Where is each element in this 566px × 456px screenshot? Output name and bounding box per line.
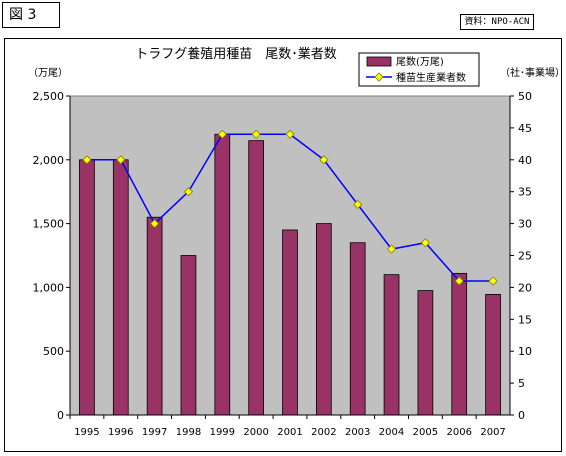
y-left-tick-label: 0 (57, 409, 64, 422)
bar-2002 (315, 223, 332, 416)
legend-bar-swatch (366, 56, 392, 67)
point-1995 (82, 155, 92, 165)
point-1998 (183, 187, 194, 197)
x-tick-label: 1996 (108, 427, 133, 438)
y-left-tick-label: 2,000 (33, 154, 65, 167)
y-right-tick-label: 5 (518, 377, 525, 390)
y-right-tick-label: 0 (518, 409, 525, 422)
point-1996 (116, 155, 126, 165)
y-right-tick-label: 10 (518, 345, 532, 358)
bar-1997 (146, 216, 163, 416)
bar-2001 (282, 229, 298, 416)
point-1999 (217, 129, 227, 139)
bar-2006 (451, 272, 468, 416)
y-right-tick-label: 40 (518, 154, 532, 167)
point-2004 (386, 244, 397, 254)
bar-2000 (248, 140, 264, 416)
y-left-tick-label: 1,000 (33, 281, 65, 294)
point-2007 (488, 276, 498, 286)
source-label: 資料：NPO-ACN (460, 14, 534, 30)
x-tick-label: 2001 (277, 427, 302, 438)
point-2001 (285, 129, 295, 139)
y-right-tick-label: 30 (518, 218, 532, 231)
y-axis-right-label: （社･事業場） (500, 66, 565, 79)
bar-2004 (383, 274, 400, 416)
x-tick-label: 2006 (447, 427, 472, 438)
y-right-tick-label: 20 (518, 281, 532, 294)
y-right-tick-label: 45 (518, 122, 532, 135)
y-right-tick-label: 50 (518, 90, 532, 103)
bar-1999 (214, 133, 231, 416)
legend-bar-label: 尾数(万尾) (396, 55, 444, 68)
legend: 尾数(万尾) 種苗生産業者数 (358, 52, 480, 87)
x-tick-label: 1998 (176, 427, 201, 438)
point-2002 (319, 155, 329, 165)
x-tick-label: 2007 (480, 427, 505, 438)
point-2005 (420, 238, 430, 248)
figure-label: 図 3 (2, 2, 60, 28)
x-tick-label: 2003 (345, 427, 370, 438)
x-tick-label: 1999 (210, 427, 235, 438)
point-2006 (454, 276, 464, 286)
x-tick-label: 1995 (74, 427, 99, 438)
bar-2003 (349, 242, 366, 416)
x-tick-label: 2004 (379, 427, 404, 438)
x-tick-label: 2005 (413, 427, 438, 438)
y-right-tick-label: 35 (518, 186, 532, 199)
chart-frame (4, 38, 562, 452)
y-right-tick-label: 25 (518, 250, 532, 263)
bar-1995 (79, 159, 95, 416)
bar-1998 (180, 255, 197, 416)
point-2000 (251, 129, 261, 139)
chart-title: トラフグ養殖用種苗 尾数･業者数 (135, 46, 337, 62)
y-left-tick-label: 1,500 (33, 218, 65, 231)
bar-1996 (112, 159, 129, 416)
point-2003 (353, 199, 363, 210)
legend-line-marker (374, 72, 384, 82)
x-tick-label: 2000 (243, 427, 268, 438)
x-tick-label: 2002 (311, 427, 336, 438)
y-right-tick-label: 15 (518, 313, 532, 326)
point-1997 (150, 219, 160, 229)
x-tick-label: 1997 (142, 427, 167, 438)
y-left-tick-label: 2,500 (33, 90, 65, 103)
legend-line-label: 種苗生産業者数 (396, 71, 466, 84)
bar-2005 (417, 290, 434, 416)
y-axis-left-label: （万尾） (28, 67, 68, 79)
bar-2007 (485, 294, 501, 416)
y-left-tick-label: 500 (43, 345, 64, 358)
